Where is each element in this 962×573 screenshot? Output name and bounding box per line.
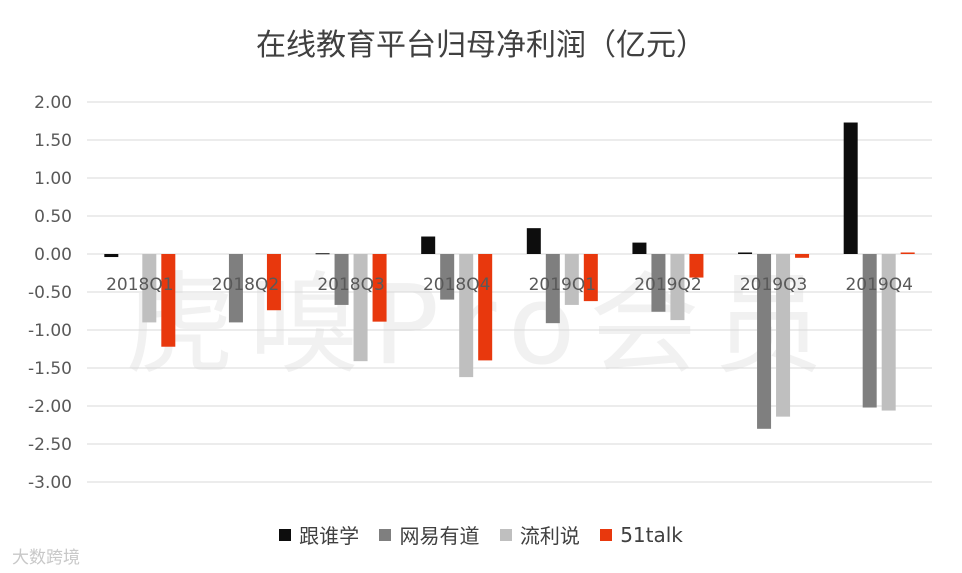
bar-3-6	[795, 254, 810, 258]
bar-3-2	[372, 254, 387, 322]
legend-swatch-3	[600, 528, 613, 541]
bar-1-2	[334, 254, 349, 305]
y-tick-label: 1.50	[34, 131, 72, 151]
bar-3-7	[900, 252, 915, 254]
bar-0-7	[843, 122, 858, 255]
chart-title: 在线教育平台归母净利润（亿元）	[256, 28, 706, 63]
legend-swatch-0	[279, 528, 292, 541]
y-tick-label: -1.00	[28, 321, 72, 341]
y-tick-label: -1.50	[28, 359, 72, 379]
y-tick-label: 0.50	[34, 207, 72, 227]
bar-1-7	[862, 254, 877, 408]
y-tick-label: -2.50	[28, 435, 72, 455]
y-tick-label: 2.00	[34, 93, 72, 113]
y-tick-label: -0.50	[28, 283, 72, 303]
bar-0-6	[738, 252, 753, 254]
legend-item-2: 流利说	[499, 520, 580, 549]
bar-2-5	[670, 254, 685, 321]
x-tick-label: 2018Q2	[212, 275, 279, 295]
source-watermark: 大数跨境	[12, 548, 80, 568]
bar-0-5	[632, 242, 647, 254]
x-tick-label: 2019Q4	[845, 275, 912, 295]
bar-2-3	[459, 254, 474, 378]
bar-0-0	[104, 254, 119, 258]
x-tick-label: 2019Q2	[634, 275, 701, 295]
bar-0-3	[421, 236, 436, 254]
legend-label-0: 跟谁学	[299, 524, 360, 548]
bar-1-4	[545, 254, 560, 324]
legend-item-3: 51talk	[600, 523, 683, 547]
legend-swatch-2	[499, 528, 512, 541]
bar-1-5	[651, 254, 666, 312]
bar-2-7	[881, 254, 896, 411]
bar-3-5	[689, 254, 704, 278]
legend-item-1: 网易有道	[379, 520, 479, 549]
bar-2-2	[353, 254, 368, 362]
x-tick-label: 2019Q3	[740, 275, 807, 295]
bar-3-3	[478, 254, 493, 361]
legend-label-3: 51talk	[620, 522, 683, 547]
y-tick-label: 0.00	[34, 245, 72, 265]
x-tick-label: 2018Q1	[106, 275, 173, 295]
x-tick-label: 2018Q4	[423, 275, 490, 295]
bar-1-1	[228, 254, 243, 323]
bar-2-6	[776, 254, 791, 417]
bar-1-3	[440, 254, 455, 300]
y-tick-label: -2.00	[28, 397, 72, 417]
legend: 跟谁学 网易有道 流利说 51talk	[0, 520, 962, 549]
bar-3-0	[161, 254, 176, 347]
bar-3-4	[583, 254, 598, 302]
x-tick-label: 2019Q1	[529, 275, 596, 295]
legend-item-0: 跟谁学	[279, 520, 359, 549]
bar-2-4	[564, 254, 579, 305]
legend-label-1: 网易有道	[399, 524, 480, 548]
y-tick-label: 1.00	[34, 169, 72, 189]
legend-swatch-1	[379, 528, 392, 541]
bar-0-2	[315, 253, 330, 255]
y-tick-label: -3.00	[28, 473, 72, 493]
legend-label-2: 流利说	[519, 524, 580, 548]
bar-0-4	[526, 228, 541, 254]
bar-2-0	[142, 254, 157, 323]
x-tick-label: 2018Q3	[317, 275, 384, 295]
bar-1-6	[757, 254, 772, 429]
bar-3-1	[266, 254, 281, 311]
